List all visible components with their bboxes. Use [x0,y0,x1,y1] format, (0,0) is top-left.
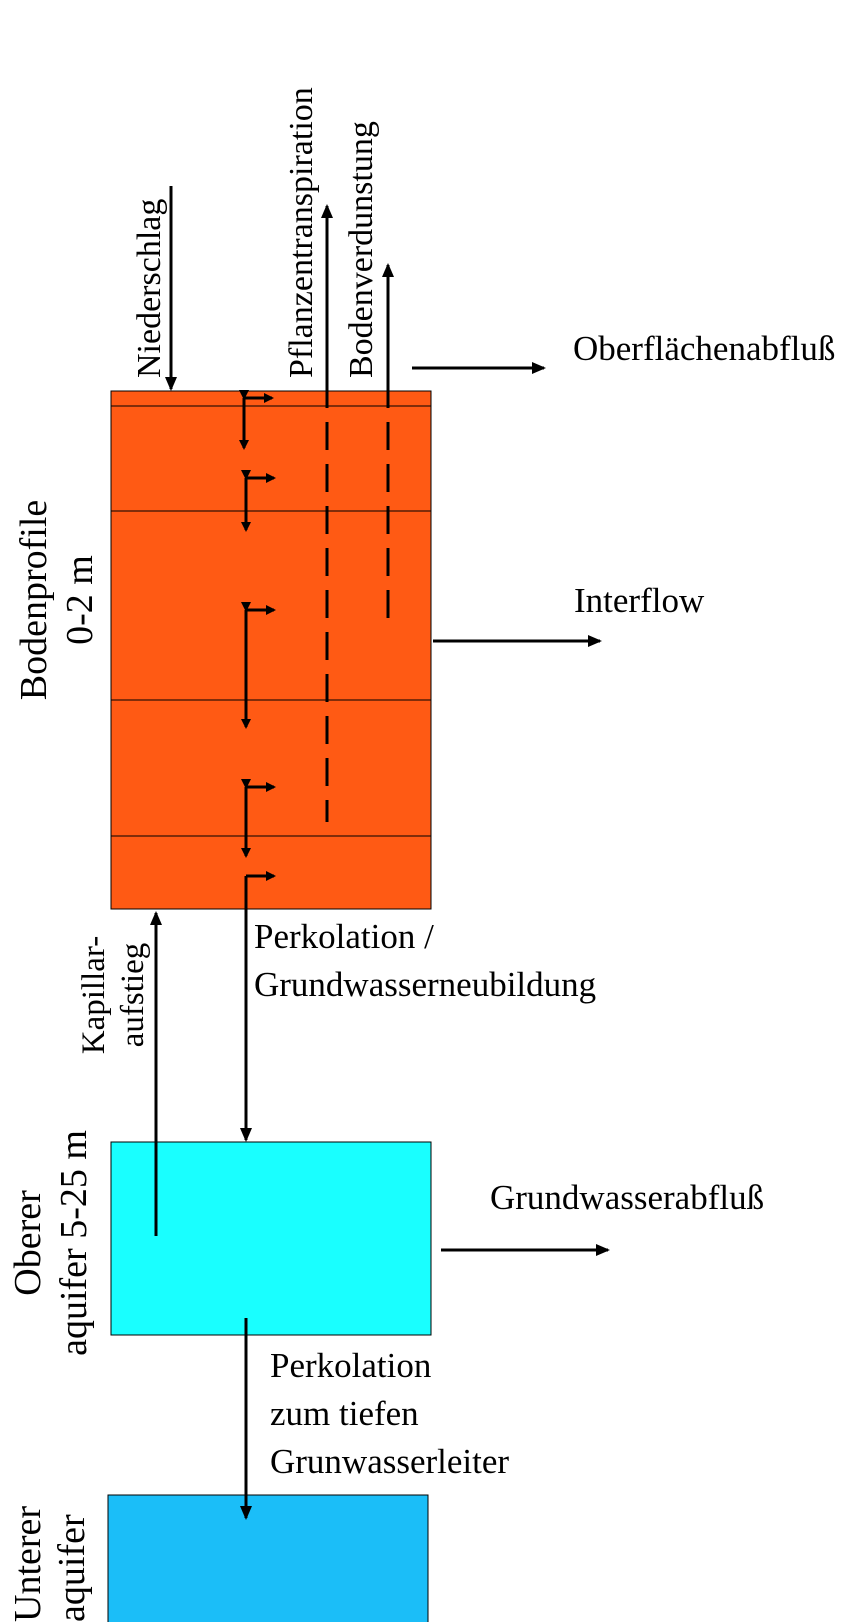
perkolation-tief-label-line2: zum tiefen [270,1394,419,1433]
kapillaraufstieg-label-line1: Kapillar- [76,936,112,1054]
lower-aquifer-box [107,1494,429,1622]
soil-profile-block [110,390,432,910]
oberer-aquifer-label-line1: Oberer [7,1190,49,1296]
oberer-aquifer-label-line2: aquifer 5-25 m [53,1130,95,1356]
upper-aquifer-box [110,1141,432,1336]
perkolation-label-line1: Perkolation / [254,917,434,956]
unterer-aquifer-label-line2: aquifer [51,1514,93,1622]
bodenprofile-depth-label: 0-2 m [59,555,101,645]
perkolation-tief-label-line1: Perkolation [270,1346,431,1385]
niederschlag-label: Niederschlag [131,199,168,378]
grundwasserabfluss-label: Grundwasserabfluß [490,1178,764,1217]
unterer-aquifer-label-line1: Unterer [7,1506,49,1622]
pflanzentranspiration-label: Pflanzentranspiration [283,87,320,378]
perkolation-tief-label-line3: Grunwasserleiter [270,1442,509,1481]
oberflaechenabfluss-label: Oberflächenabfluß [573,329,835,368]
soil-profile-box [110,390,432,910]
perkolation-label-line2: Grundwasserneubildung [254,965,596,1004]
kapillaraufstieg-label-line2: aufstieg [115,943,151,1047]
soil-flux-arrows [239,390,276,881]
interflow-label: Interflow [574,581,705,620]
bodenverdunstung-label: Bodenverdunstung [343,121,380,378]
bodenprofile-label: Bodenprofile [13,500,55,701]
